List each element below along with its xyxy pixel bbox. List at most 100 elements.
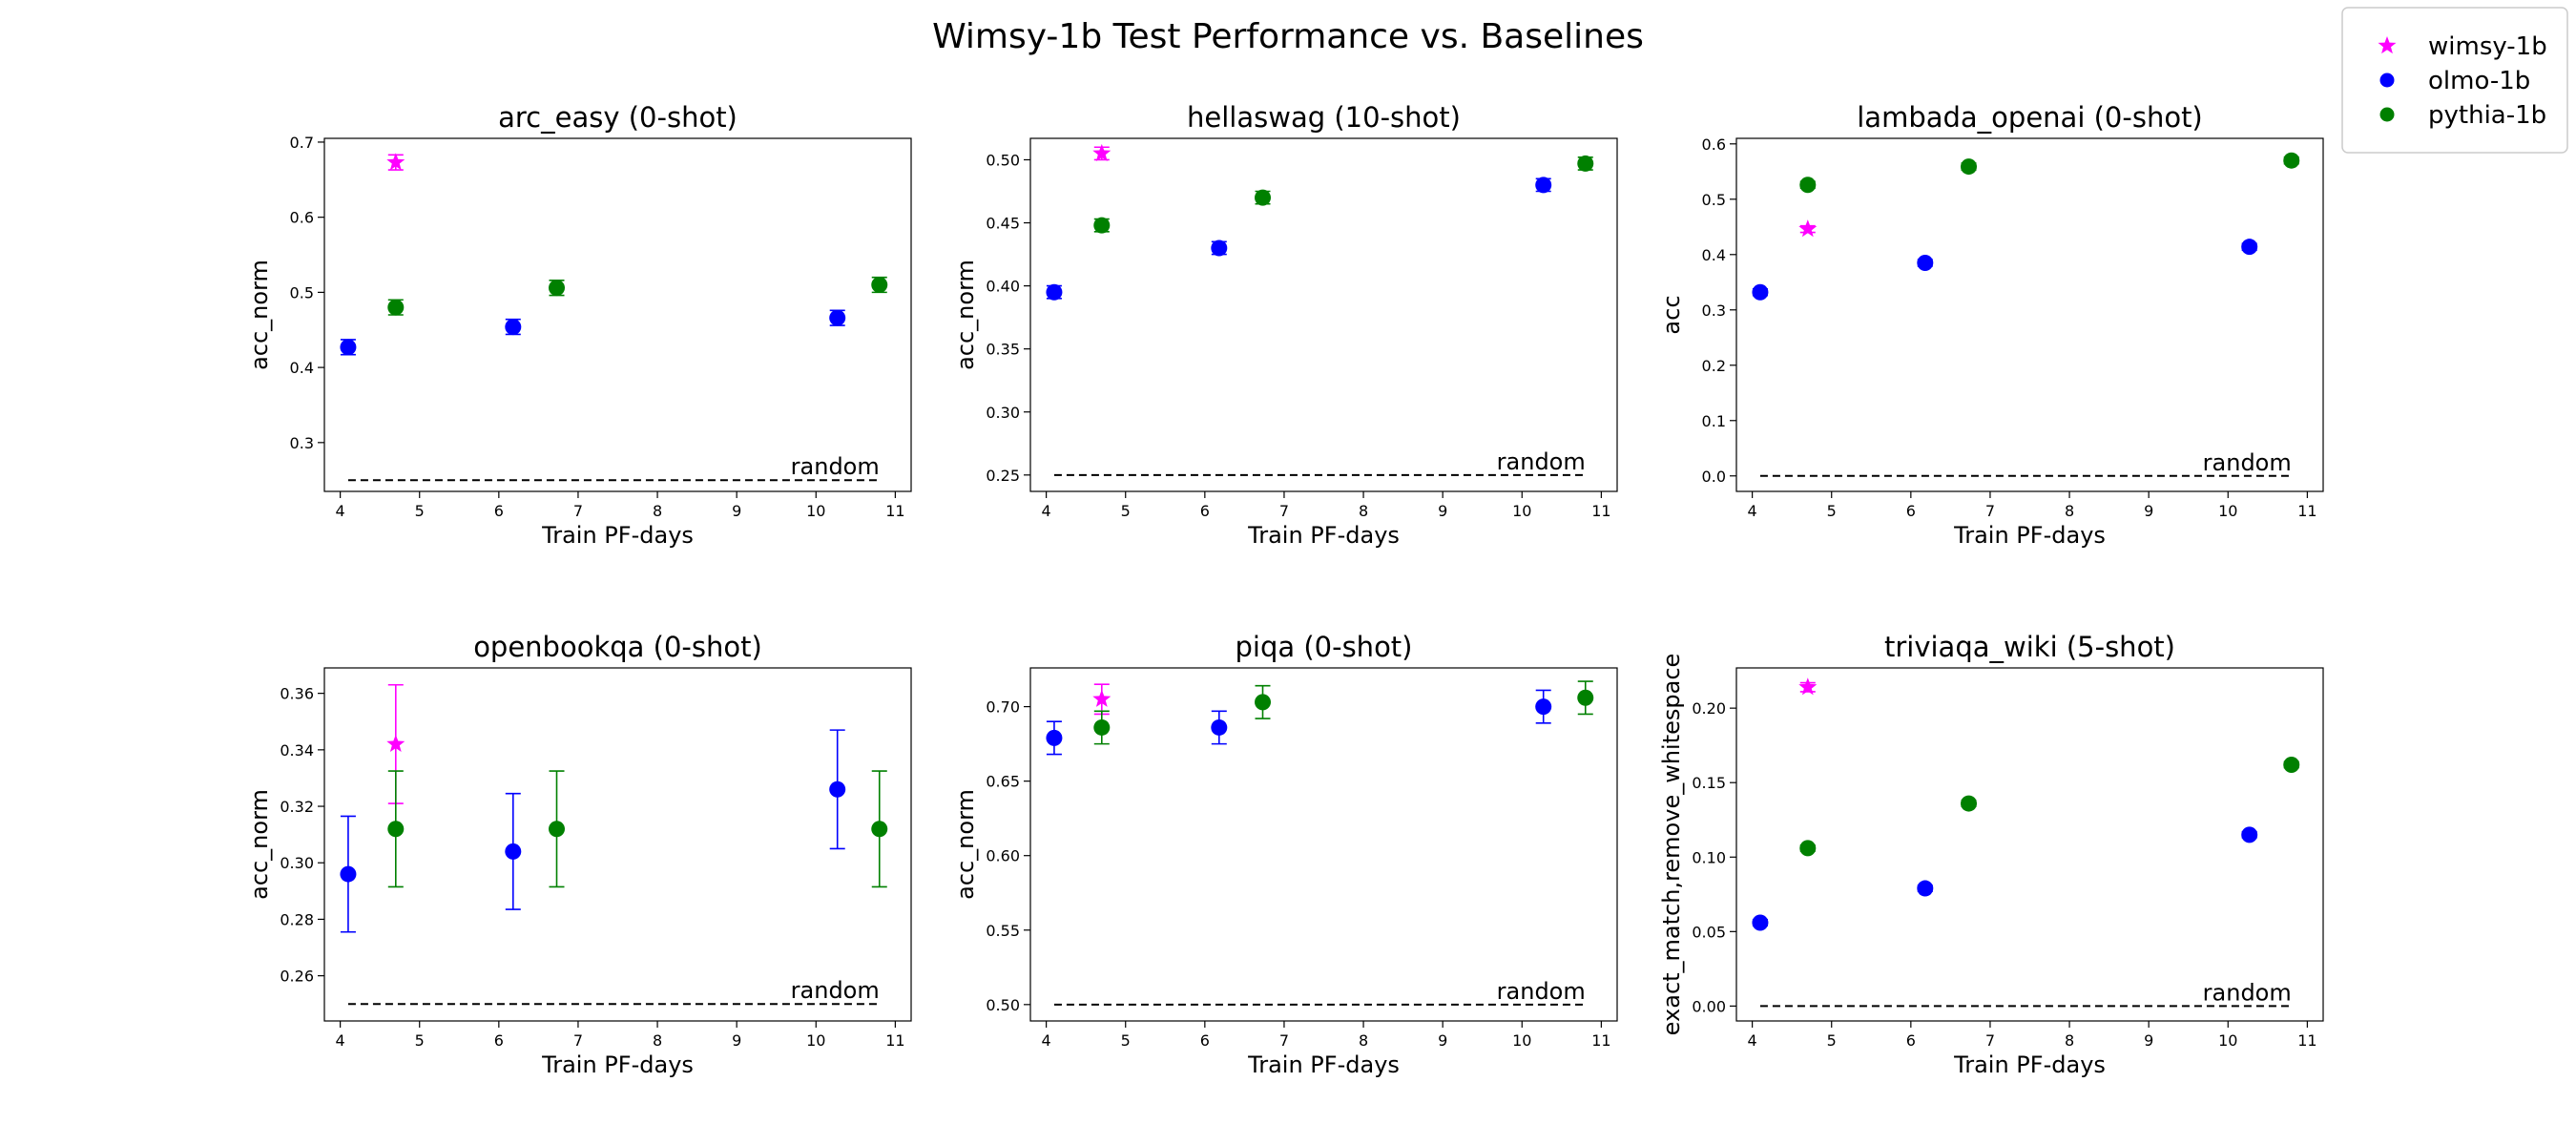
chart-2-title: hellaswag (10-shot) xyxy=(1187,101,1461,134)
chart-3-ytick-label: 0.1 xyxy=(1702,412,1726,430)
chart-6-xtick-label: 5 xyxy=(1827,1031,1837,1050)
chart-5-title: piqa (0-shot) xyxy=(1235,631,1412,663)
chart-6-title: triviaqa_wiki (5-shot) xyxy=(1884,631,2175,663)
chart-3-title: lambada_openai (0-shot) xyxy=(1857,101,2203,134)
chart-3-point-olmo-1b xyxy=(1752,283,1769,301)
chart-2-ytick-label: 0.35 xyxy=(986,341,1020,359)
chart-1-xtick-label: 10 xyxy=(806,502,825,520)
legend-frame xyxy=(2341,7,2568,154)
chart-3-point-olmo-1b xyxy=(2241,239,2258,256)
chart-4-xlabel: Train PF-days xyxy=(541,1051,694,1078)
chart-5-xtick-label: 9 xyxy=(1438,1031,1447,1050)
chart-5-xtick-label: 4 xyxy=(1042,1031,1051,1050)
chart-6-point-pythia-1b xyxy=(2283,756,2300,773)
chart-2-series-olmo-1b xyxy=(1046,177,1552,301)
legend-label: wimsy-1b xyxy=(2428,32,2547,61)
chart-5-xtick-label: 11 xyxy=(1591,1031,1610,1050)
chart-5-panel: piqa (0-shot) Train PF-days acc_norm 4 5 6 7 8 9… xyxy=(952,631,1618,1078)
chart-3-xtick-label: 4 xyxy=(1748,502,1757,520)
chart-4-point-pythia-1b xyxy=(871,821,888,838)
chart-1-point-olmo-1b xyxy=(505,319,522,336)
chart-2-ylabel: acc_norm xyxy=(952,260,979,370)
chart-6-xtick-label: 8 xyxy=(2065,1031,2074,1050)
chart-3-ytick-label: 0.2 xyxy=(1702,357,1726,375)
chart-1-point-pythia-1b xyxy=(549,280,566,297)
chart-6-ylabel: exact_match,remove_whitespace xyxy=(1658,654,1685,1036)
chart-4-xtick-label: 9 xyxy=(732,1031,741,1050)
chart-3-ytick-label: 0.3 xyxy=(1702,302,1726,320)
chart-3-series-pythia-1b xyxy=(1799,152,2300,194)
chart-2-xtick-label: 11 xyxy=(1591,502,1610,520)
chart-1-series-wimsy-1b xyxy=(386,153,405,171)
chart-5-ytick-label: 0.70 xyxy=(986,698,1020,717)
chart-4-point-olmo-1b xyxy=(340,865,357,883)
chart-3-point-pythia-1b xyxy=(1961,158,1978,176)
chart-6-ytick-label: 0.00 xyxy=(1692,997,1726,1015)
chart-5-point-pythia-1b xyxy=(1255,694,1272,711)
chart-6-point-pythia-1b xyxy=(1961,795,1978,812)
chart-5-ytick-label: 0.55 xyxy=(986,922,1020,940)
chart-6-random-label: random xyxy=(2203,979,2292,1006)
chart-6-panel: triviaqa_wiki (5-shot) Train PF-days exact… xyxy=(1658,631,2324,1078)
chart-2-xtick-label: 7 xyxy=(1279,502,1289,520)
chart-1-xtick-label: 11 xyxy=(885,502,904,520)
chart-6-xtick-label: 11 xyxy=(2297,1031,2316,1050)
chart-1-xtick-label: 5 xyxy=(415,502,425,520)
chart-2-xlabel: Train PF-days xyxy=(1247,522,1400,549)
chart-4-xtick-label: 8 xyxy=(653,1031,662,1050)
chart-4-ylabel: acc_norm xyxy=(246,789,273,900)
chart-3-xtick-label: 7 xyxy=(1985,502,1995,520)
chart-1-ytick-label: 0.4 xyxy=(290,359,314,377)
chart-3-ytick-label: 0.5 xyxy=(1702,191,1726,209)
chart-2-random-label: random xyxy=(1497,448,1586,475)
chart-1-xtick-label: 8 xyxy=(653,502,662,520)
chart-1-panel: arc_easy (0-shot) Train PF-days acc_norm 4 5… xyxy=(246,101,912,549)
chart-4-ytick-label: 0.34 xyxy=(280,741,314,760)
chart-5-point-olmo-1b xyxy=(1535,698,1552,716)
chart-4-ytick-label: 0.26 xyxy=(280,968,314,986)
chart-3-point-wimsy-1b xyxy=(1798,219,1818,238)
chart-5-point-olmo-1b xyxy=(1211,718,1228,736)
legend-star-marker xyxy=(2378,36,2397,54)
chart-4-axes-frame xyxy=(323,667,912,1022)
chart-5-point-wimsy-1b xyxy=(1092,689,1111,707)
chart-5-xtick-label: 5 xyxy=(1121,1031,1131,1050)
chart-6-xtick-label: 4 xyxy=(1748,1031,1757,1050)
legend-label: pythia-1b xyxy=(2428,101,2546,130)
chart-6-point-olmo-1b xyxy=(1752,914,1769,931)
chart-2-ytick-label: 0.45 xyxy=(986,215,1020,233)
legend-circle-marker xyxy=(2379,107,2395,122)
chart-6-point-olmo-1b xyxy=(1917,880,1934,897)
chart-1-point-pythia-1b xyxy=(871,277,888,294)
figure-title: Wimsy-1b Test Performance vs. Baselines xyxy=(932,17,1644,56)
chart-3-xtick-label: 8 xyxy=(2065,502,2074,520)
legend: wimsy-1b olmo-1b pythia-1b xyxy=(2341,7,2568,154)
chart-4-ytick-label: 0.32 xyxy=(280,798,314,816)
chart-4-point-olmo-1b xyxy=(505,843,522,860)
chart-2-ytick-label: 0.50 xyxy=(986,151,1020,169)
chart-3-ylabel: acc xyxy=(1658,295,1685,334)
chart-2-point-pythia-1b xyxy=(1093,217,1111,234)
chart-6-point-olmo-1b xyxy=(2241,826,2258,843)
chart-4-xtick-label: 6 xyxy=(494,1031,504,1050)
chart-5-ylabel: acc_norm xyxy=(952,789,979,900)
chart-1-point-wimsy-1b xyxy=(386,153,405,171)
chart-1-point-olmo-1b xyxy=(829,309,846,326)
chart-1-xtick-label: 6 xyxy=(494,502,504,520)
chart-3-series-olmo-1b xyxy=(1752,239,2258,301)
chart-3-point-pythia-1b xyxy=(2283,152,2300,169)
legend-label: olmo-1b xyxy=(2428,67,2530,95)
chart-6-ytick-label: 0.05 xyxy=(1692,923,1726,941)
chart-1-axes-frame xyxy=(323,137,912,492)
chart-6-series-wimsy-1b xyxy=(1798,677,1818,696)
chart-4-series-pythia-1b xyxy=(387,770,888,888)
chart-3-random-label: random xyxy=(2203,449,2292,476)
chart-5-series-olmo-1b xyxy=(1046,689,1552,756)
chart-1-xtick-label: 7 xyxy=(573,502,583,520)
chart-4-xtick-label: 10 xyxy=(806,1031,825,1050)
chart-5-xtick-label: 7 xyxy=(1279,1031,1289,1050)
chart-4-xtick-label: 5 xyxy=(415,1031,425,1050)
chart-6-series-pythia-1b xyxy=(1799,756,2300,857)
chart-6-xtick-label: 6 xyxy=(1906,1031,1916,1050)
chart-3-panel: lambada_openai (0-shot) Train PF-days acc 4… xyxy=(1658,101,2324,549)
